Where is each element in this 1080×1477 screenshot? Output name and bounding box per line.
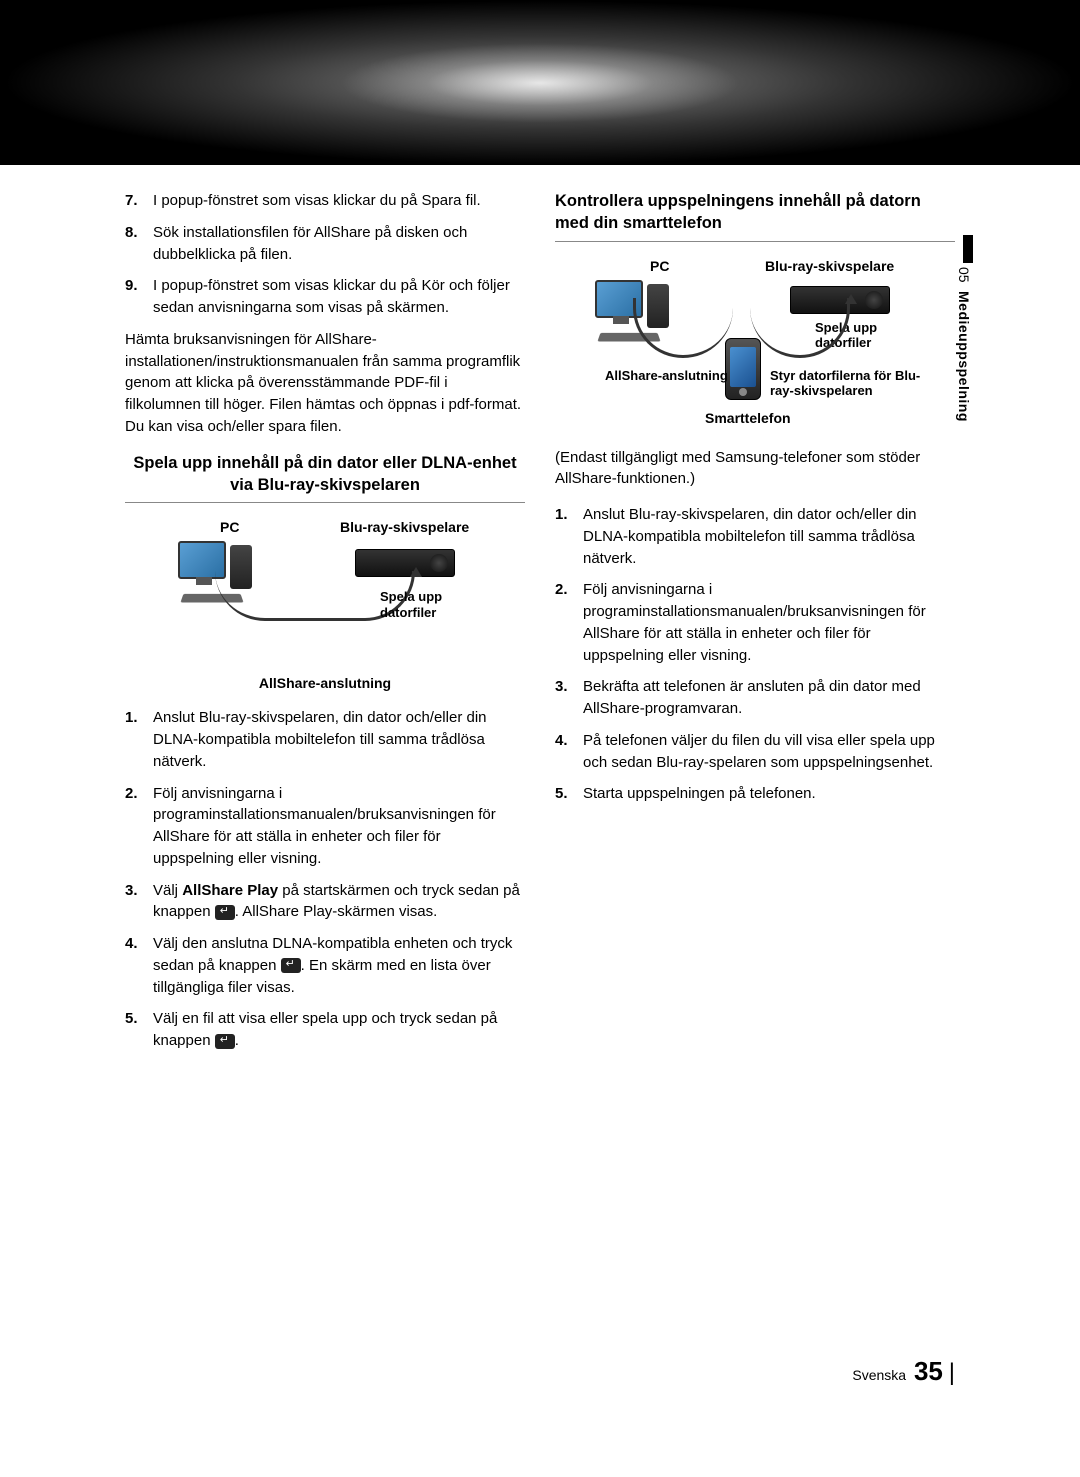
enter-button-icon xyxy=(281,958,301,973)
footer-divider: | xyxy=(949,1359,955,1386)
list-item: 2.Följ anvisningarna i programinstallati… xyxy=(555,579,955,666)
list-item: 2.Följ anvisningarna i programinstallati… xyxy=(125,783,525,870)
heading-rule xyxy=(555,241,955,242)
connection-diagram-1: PC Blu-ray-skivspelare Spela upp datorfi… xyxy=(160,519,490,659)
list-item: 4.På telefonen väljer du filen du vill v… xyxy=(555,730,955,774)
pc-label: PC xyxy=(650,258,669,275)
enter-button-icon xyxy=(215,905,235,920)
list-item: 8.Sök installationsfilen för AllShare på… xyxy=(125,222,525,266)
arrow-icon xyxy=(845,294,857,304)
list-item: 1.Anslut Blu-ray-skivspelaren, din dator… xyxy=(125,707,525,772)
list-item: 5.Starta uppspelningen på telefonen. xyxy=(555,783,955,805)
right-column: Kontrollera uppspelningens innehåll på d… xyxy=(555,190,955,1062)
page-footer: Svenska 35 | xyxy=(852,1356,955,1387)
connection-arc-left xyxy=(633,298,733,358)
list-item: 1.Anslut Blu-ray-skivspelaren, din dator… xyxy=(555,504,955,569)
numbered-list-continuation: 7.I popup-fönstret som visas klickar du … xyxy=(125,190,525,319)
numbered-list: 1.Anslut Blu-ray-skivspelaren, din dator… xyxy=(555,504,955,805)
chapter-tab: 05 Medieuppspelning xyxy=(956,235,980,421)
compatibility-note: (Endast tillgängligt med Samsung-telefon… xyxy=(555,447,955,491)
control-label: Styr datorfilerna för Blu-ray-skivspelar… xyxy=(770,368,935,399)
phone-icon xyxy=(725,338,761,400)
list-item: 5. Välj en fil att visa eller spela upp … xyxy=(125,1008,525,1052)
pc-label: PC xyxy=(220,519,239,536)
list-item: 4. Välj den anslutna DLNA-kompatibla enh… xyxy=(125,933,525,998)
list-item: 3.Bekräfta att telefonen är ansluten på … xyxy=(555,676,955,720)
language-label: Svenska xyxy=(852,1367,906,1383)
section-heading: Kontrollera uppspelningens innehåll på d… xyxy=(555,190,955,235)
bluray-label: Blu-ray-skivspelare xyxy=(340,519,469,536)
diagram-caption: AllShare-anslutning xyxy=(125,673,525,693)
numbered-list: 1.Anslut Blu-ray-skivspelaren, din dator… xyxy=(125,707,525,1052)
chapter-title: Medieuppspelning xyxy=(956,291,972,422)
paragraph: Hämta bruksanvisningen för AllShare-inst… xyxy=(125,329,525,438)
list-item: 7.I popup-fönstret som visas klickar du … xyxy=(125,190,525,212)
play-files-label: Spela upp datorfiler xyxy=(380,589,490,620)
phone-label: Smarttelefon xyxy=(705,410,791,427)
arrow-icon xyxy=(410,567,422,577)
bluray-label: Blu-ray-skivspelare xyxy=(765,258,894,275)
list-item: 3. Välj AllShare Play på startskärmen oc… xyxy=(125,880,525,924)
list-item: 9.I popup-fönstret som visas klickar du … xyxy=(125,275,525,319)
chapter-number: 05 xyxy=(956,267,972,283)
allshare-conn-label: AllShare-anslutning xyxy=(605,368,728,384)
left-column: 7.I popup-fönstret som visas klickar du … xyxy=(125,190,525,1062)
section-heading: Spela upp innehåll på din dator eller DL… xyxy=(125,452,525,497)
heading-rule xyxy=(125,502,525,503)
connection-diagram-2: PC Blu-ray-skivspelare Spela upp datorfi… xyxy=(575,258,935,433)
header-photo xyxy=(0,0,1080,165)
page-number: 35 xyxy=(914,1356,943,1386)
enter-button-icon xyxy=(215,1034,235,1049)
